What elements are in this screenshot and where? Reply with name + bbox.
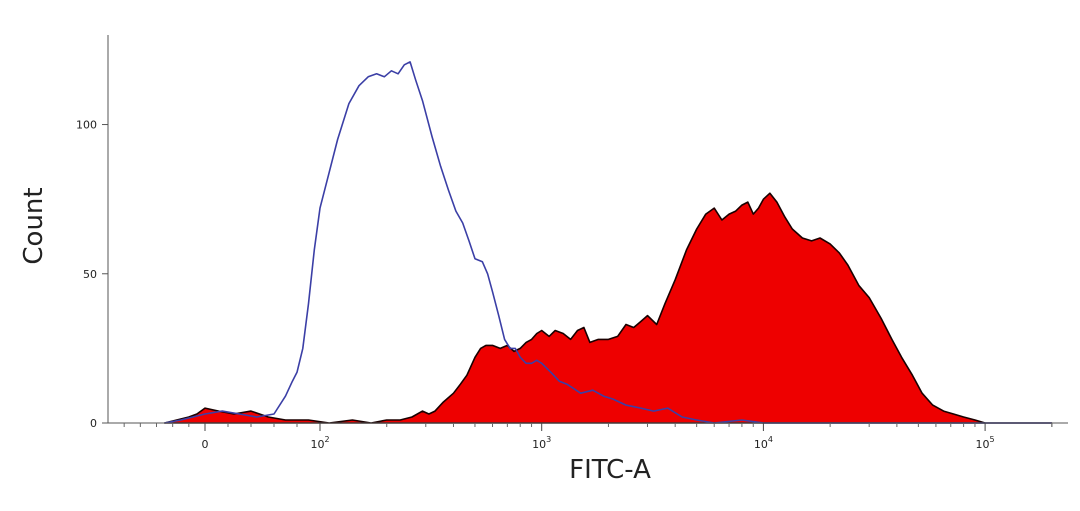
x-tick-label: 105 — [976, 435, 995, 451]
outline-histogram-series — [164, 61, 1052, 424]
y-tick-label: 100 — [76, 119, 97, 132]
series-layer — [163, 61, 1053, 424]
x-tick-label: 104 — [754, 435, 773, 451]
x-tick-exponent: 3 — [546, 435, 551, 444]
x-tick-label: 0 — [202, 438, 209, 451]
x-axis-title: FITC-A — [569, 455, 651, 485]
x-tick-exponent: 2 — [324, 435, 329, 444]
x-tick-exponent: 5 — [990, 435, 995, 444]
y-tick-label: 50 — [83, 268, 97, 281]
x-tick-label: 103 — [532, 435, 551, 451]
x-tick-exponent: 4 — [768, 435, 773, 444]
x-tick-label: 102 — [310, 435, 329, 451]
y-tick-label: 0 — [90, 417, 97, 430]
filled-histogram-series — [163, 192, 1053, 424]
axis-layer — [107, 35, 1068, 424]
y-axis-title: Count — [19, 187, 49, 264]
